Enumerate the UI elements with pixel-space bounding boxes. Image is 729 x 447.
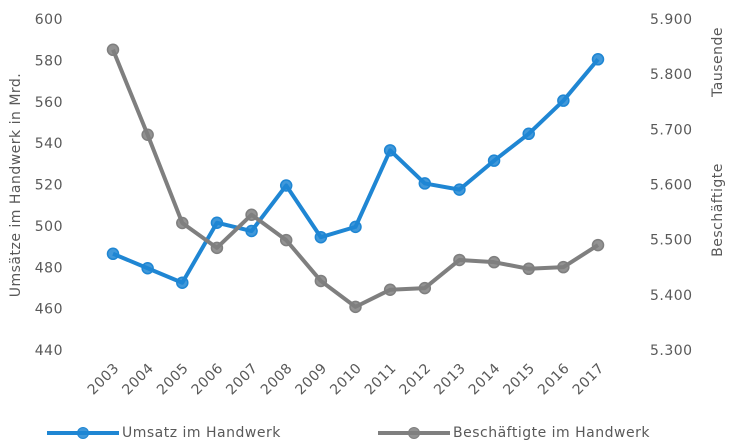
- data-point: [522, 127, 535, 141]
- y2-tick-label: 5.400: [650, 288, 693, 304]
- y-tick-label: 480: [35, 260, 63, 276]
- y-axis-label: Umsätze im Handwerk in Mrd.: [8, 73, 24, 298]
- data-point: [383, 283, 397, 297]
- data-point: [314, 230, 328, 244]
- data-point: [349, 220, 362, 234]
- data-point: [383, 144, 397, 157]
- x-tick-label: 2003: [85, 360, 123, 398]
- data-point: [210, 216, 224, 229]
- data-point: [279, 179, 293, 192]
- x-tick-label: 2006: [189, 360, 227, 398]
- x-tick-label: 2010: [327, 360, 365, 398]
- y2-axis-unit: Tausende: [710, 27, 726, 98]
- data-point: [349, 300, 362, 314]
- data-point: [453, 253, 466, 267]
- y2-tick-label: 5.800: [650, 67, 693, 83]
- data-point: [487, 154, 501, 167]
- y-tick-label: 520: [35, 178, 63, 194]
- data-point: [418, 177, 432, 190]
- x-tick-label: 2015: [500, 360, 538, 398]
- x-tick-label: 2016: [535, 360, 573, 398]
- x-tick-label: 2008: [258, 360, 296, 398]
- data-point: [106, 43, 120, 57]
- y-tick-label: 580: [35, 53, 63, 69]
- y2-tick-label: 5.500: [650, 233, 693, 249]
- y-tick-label: 460: [35, 302, 63, 318]
- y2-tick-label: 5.300: [650, 343, 693, 359]
- x-tick-label: 2009: [293, 360, 331, 398]
- data-point: [210, 241, 224, 255]
- x-tick-label: 2012: [397, 360, 435, 398]
- x-tick-label: 2005: [154, 360, 192, 398]
- y2-axis-label: Beschäftigte: [710, 163, 726, 257]
- series-line: [112, 58, 600, 285]
- data-point: [245, 224, 258, 238]
- data-point: [418, 281, 432, 295]
- y-tick-label: 500: [35, 219, 63, 235]
- x-tick-label: 2014: [466, 360, 504, 398]
- y-tick-label: 440: [35, 343, 63, 359]
- data-point: [176, 216, 189, 230]
- x-tick-label: 2004: [119, 360, 157, 398]
- legend-marker: [77, 427, 89, 439]
- data-point: [591, 238, 605, 252]
- legend-label: Umsatz im Handwerk: [122, 425, 281, 441]
- data-point: [522, 262, 535, 276]
- x-tick-label: 2013: [431, 360, 469, 398]
- x-tick-label: 2007: [223, 360, 261, 398]
- data-point: [245, 208, 258, 221]
- y-tick-label: 540: [35, 136, 63, 152]
- legend-label: Beschäftigte im Handwerk: [453, 425, 650, 441]
- x-tick-label: 2011: [362, 360, 400, 398]
- data-point: [314, 274, 328, 288]
- data-point: [487, 255, 501, 269]
- data-point: [453, 183, 466, 196]
- data-point: [557, 260, 570, 274]
- data-point: [141, 128, 154, 141]
- y-tick-label: 600: [35, 12, 63, 28]
- legend-marker: [408, 427, 420, 439]
- data-point: [279, 233, 293, 247]
- y2-tick-label: 5.900: [650, 12, 693, 28]
- x-tick-label: 2017: [570, 360, 608, 398]
- data-point: [141, 262, 154, 275]
- y2-tick-label: 5.600: [650, 178, 693, 194]
- data-point: [591, 53, 605, 66]
- y-tick-label: 560: [35, 95, 63, 111]
- data-point: [176, 276, 189, 289]
- data-point: [557, 94, 570, 107]
- data-point: [106, 247, 120, 261]
- y2-tick-label: 5.700: [650, 122, 693, 138]
